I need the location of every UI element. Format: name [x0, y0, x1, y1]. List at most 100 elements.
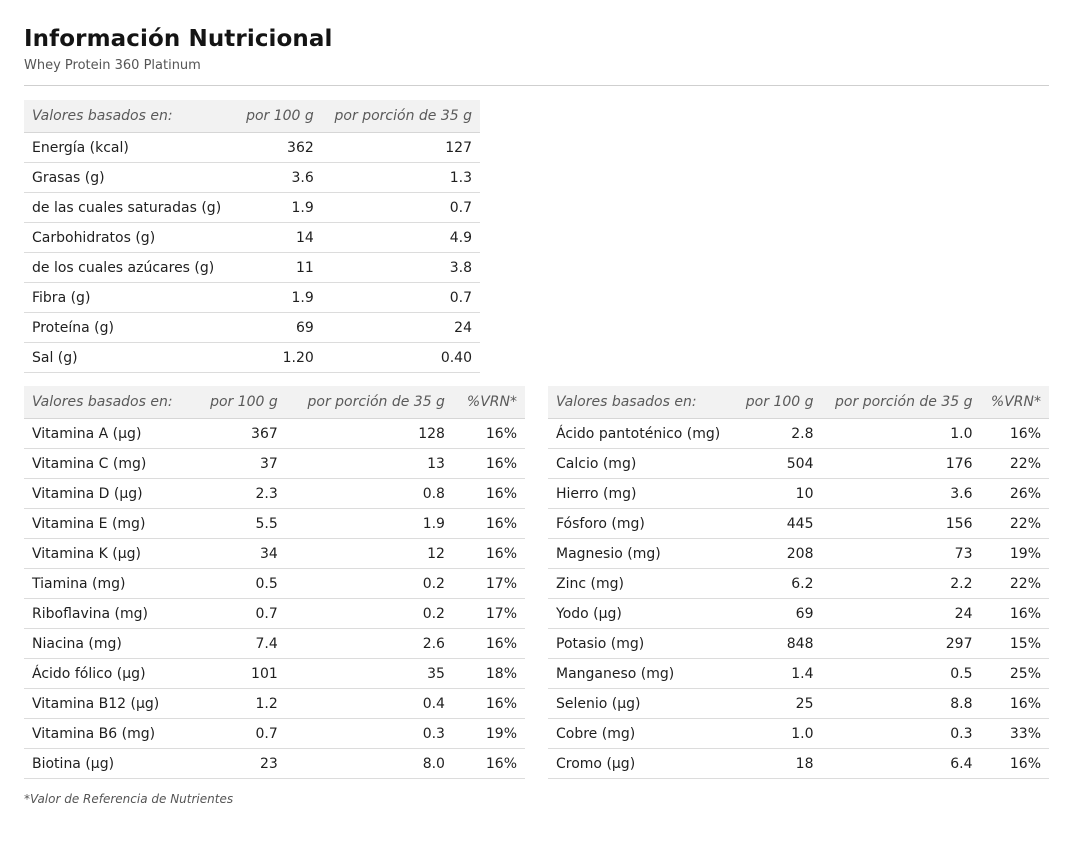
- table-row: Calcio (mg) 504 176 22%: [548, 448, 1049, 479]
- nutrient-value: 4.9: [321, 222, 480, 253]
- nutrient-value: 13: [285, 448, 453, 479]
- nutrient-value: 208: [734, 538, 822, 569]
- nutrient-value: 0.7: [194, 718, 286, 749]
- nutrient-name: Tiamina (mg): [24, 568, 195, 599]
- nutrient-value: 3.6: [235, 162, 322, 193]
- nutrient-value: 24: [321, 312, 480, 343]
- nutrient-name: Vitamina K (µg): [24, 538, 195, 569]
- column-header: por 100 g: [235, 100, 322, 133]
- nutrient-value: 3.8: [321, 252, 480, 283]
- header-row: Valores basados en: por 100 g por porción …: [24, 386, 525, 419]
- nutrition-page: Información Nutricional Whey Protein 360…: [0, 0, 1072, 86]
- nutrient-name: de los cuales azúcares (g): [24, 252, 236, 283]
- nutrient-name: Hierro (mg): [548, 478, 735, 509]
- table-row: Sal (g) 1.20 0.40: [24, 342, 480, 373]
- nutrient-value: 16%: [452, 418, 525, 449]
- nutrient-name: Fibra (g): [24, 282, 236, 313]
- nutrient-name: Energía (kcal): [24, 132, 236, 163]
- nutrient-value: 16%: [452, 478, 525, 509]
- nutrient-value: 16%: [980, 748, 1049, 779]
- nutrient-name: Ácido pantoténico (mg): [548, 418, 735, 449]
- nutrient-name: Vitamina A (µg): [24, 418, 195, 449]
- nutrient-value: 8.8: [821, 688, 981, 719]
- nutrient-value: 18: [734, 748, 822, 779]
- nutrient-value: 73: [821, 538, 981, 569]
- table-body: Energía (kcal) 362 127 Grasas (g) 3.6 1.3 de l…: [24, 132, 480, 373]
- table-header: Valores basados en: por 100 g por porción …: [548, 386, 1049, 419]
- nutrient-value: 0.8: [285, 478, 453, 509]
- nutrient-value: 0.7: [194, 598, 286, 629]
- nutrient-name: Riboflavina (mg): [24, 598, 195, 629]
- nutrient-value: 16%: [452, 748, 525, 779]
- nutrient-value: 16%: [980, 418, 1049, 449]
- nutrient-value: 1.4: [734, 658, 822, 689]
- nutrient-value: 69: [734, 598, 822, 629]
- table-row: Ácido fólico (µg) 101 35 18%: [24, 658, 525, 689]
- column-header: por porción de 35 g: [821, 386, 981, 419]
- page-title: Información Nutricional: [24, 26, 333, 52]
- nutrient-value: 0.7: [321, 282, 480, 313]
- table-row: Zinc (mg) 6.2 2.2 22%: [548, 568, 1049, 599]
- nutrient-value: 1.20: [235, 342, 322, 373]
- table-row: Vitamina A (µg) 367 128 16%: [24, 418, 525, 449]
- nutrient-value: 0.3: [821, 718, 981, 749]
- nutrient-value: 22%: [980, 448, 1049, 479]
- nutrient-name: de las cuales saturadas (g): [24, 192, 236, 223]
- column-header: %VRN*: [452, 386, 525, 419]
- column-header: Valores basados en:: [24, 100, 236, 133]
- nutrient-value: 12: [285, 538, 453, 569]
- nutrient-value: 848: [734, 628, 822, 659]
- nutrient-value: 17%: [452, 568, 525, 599]
- nutrient-value: 176: [821, 448, 981, 479]
- nutrient-name: Cobre (mg): [548, 718, 735, 749]
- table-row: Tiamina (mg) 0.5 0.2 17%: [24, 568, 525, 599]
- nutrient-value: 69: [235, 312, 322, 343]
- table-row: Energía (kcal) 362 127: [24, 132, 480, 163]
- nutrient-name: Yodo (µg): [548, 598, 735, 629]
- table-row: Grasas (g) 3.6 1.3: [24, 162, 480, 193]
- table-header: Valores basados en: por 100 g por porción …: [24, 100, 480, 133]
- table-header: Valores basados en: por 100 g por porción …: [24, 386, 525, 419]
- nutrient-value: 1.9: [235, 192, 322, 223]
- column-header: Valores basados en:: [548, 386, 735, 419]
- nutrient-value: 0.4: [285, 688, 453, 719]
- nutrient-name: Fósforo (mg): [548, 508, 735, 539]
- nutrient-value: 25: [734, 688, 822, 719]
- column-header: por 100 g: [734, 386, 822, 419]
- nutrient-value: 362: [235, 132, 322, 163]
- nutrient-value: 22%: [980, 508, 1049, 539]
- nutrient-value: 14: [235, 222, 322, 253]
- nutrient-value: 5.5: [194, 508, 286, 539]
- nutrient-value: 17%: [452, 598, 525, 629]
- table-row: Hierro (mg) 10 3.6 26%: [548, 478, 1049, 509]
- nutrient-name: Carbohidratos (g): [24, 222, 236, 253]
- nutrient-value: 128: [285, 418, 453, 449]
- nutrient-name: Ácido fólico (µg): [24, 658, 195, 689]
- nutrient-value: 16%: [452, 448, 525, 479]
- nutrient-name: Biotina (µg): [24, 748, 195, 779]
- table-row: Proteína (g) 69 24: [24, 312, 480, 343]
- nutrient-value: 297: [821, 628, 981, 659]
- nutrient-value: 6.4: [821, 748, 981, 779]
- nutrient-value: 33%: [980, 718, 1049, 749]
- column-header: por porción de 35 g: [321, 100, 480, 133]
- table-row: Manganeso (mg) 1.4 0.5 25%: [548, 658, 1049, 689]
- table-row: Biotina (µg) 23 8.0 16%: [24, 748, 525, 779]
- nutrient-value: 16%: [452, 628, 525, 659]
- table-row: Vitamina D (µg) 2.3 0.8 16%: [24, 478, 525, 509]
- nutrient-value: 25%: [980, 658, 1049, 689]
- nutrient-value: 504: [734, 448, 822, 479]
- nutrient-value: 367: [194, 418, 286, 449]
- table-row: Riboflavina (mg) 0.7 0.2 17%: [24, 598, 525, 629]
- nutrient-value: 0.2: [285, 598, 453, 629]
- nutrient-value: 2.8: [734, 418, 822, 449]
- nutrient-value: 2.2: [821, 568, 981, 599]
- nutrient-value: 15%: [980, 628, 1049, 659]
- nutrient-name: Manganeso (mg): [548, 658, 735, 689]
- nutrient-name: Vitamina E (mg): [24, 508, 195, 539]
- nutrient-value: 24: [821, 598, 981, 629]
- minerals-table: Valores basados en: por 100 g por porción …: [548, 386, 1049, 779]
- table-row: Fibra (g) 1.9 0.7: [24, 282, 480, 313]
- nutrient-name: Magnesio (mg): [548, 538, 735, 569]
- nutrient-value: 11: [235, 252, 322, 283]
